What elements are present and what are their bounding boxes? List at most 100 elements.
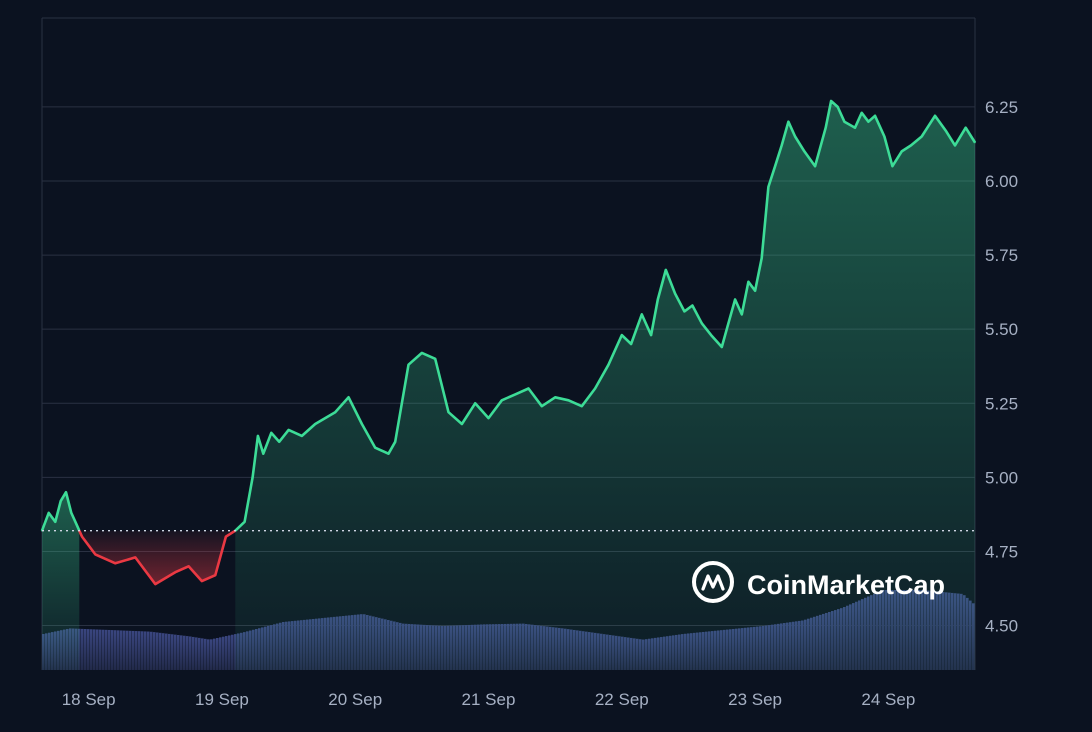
price-point [734,298,736,301]
y-tick-label: 5.00 [985,468,1018,487]
y-tick-label: 5.75 [985,246,1018,265]
volume-bar [198,637,201,670]
price-area-down [79,530,236,585]
x-axis-ticks: 18 Sep 19 Sep 20 Sep 21 Sep 22 Sep 23 Sep 24 S… [62,690,916,709]
price-point [760,257,763,259]
price-point [794,135,796,138]
y-tick-label: 5.50 [985,320,1018,339]
volume-bar [222,636,225,670]
volume-bar [87,629,90,670]
price-point [75,524,78,526]
volume-bar [84,629,87,670]
price-point [741,313,743,316]
price-point [964,126,967,129]
price-point [683,310,686,313]
volume-bar [108,629,111,670]
price-point [334,411,337,414]
price-point [541,405,543,408]
price-point [621,334,623,336]
price-point [487,417,490,419]
price-point [278,441,281,443]
price-point [514,393,516,396]
price-point [767,186,770,188]
price-point [830,100,832,102]
volume-bar [204,638,207,670]
price-point [974,141,976,144]
price-point [944,129,947,132]
price-area-up [42,492,80,670]
price-point [843,120,846,123]
volume-bar [162,633,165,670]
volume-bar [126,630,129,670]
price-point [727,322,730,325]
price-point [691,304,694,307]
price-point [641,313,643,316]
y-tick-label: 6.25 [985,98,1018,117]
price-point [867,120,870,123]
price-point [920,135,923,138]
price-point [650,334,652,336]
price-point [567,399,570,402]
volume-bar [123,630,126,670]
volume-bar [147,631,150,670]
volume-bar [195,637,198,670]
price-point [934,115,936,117]
price-point [836,106,839,108]
volume-bar [132,630,135,670]
price-area [42,101,976,670]
price-point [270,432,273,434]
price-point [257,435,259,437]
volume-bar [228,635,231,670]
volume-bar [96,629,99,670]
volume-bar [189,636,192,670]
y-axis-ticks: 4.50 4.75 5.00 5.25 5.50 5.75 6.00 6.25 [985,98,1018,636]
volume-bar [138,631,141,670]
price-point [81,535,83,538]
price-point [527,387,530,390]
volume-bar [120,630,123,670]
price-point [225,535,227,538]
price-point [774,165,776,167]
volume-bar [159,632,162,670]
price-point [780,144,783,147]
x-tick-label: 22 Sep [595,690,649,709]
price-point [747,281,750,283]
x-tick-label: 21 Sep [462,690,516,709]
price-point [447,411,450,414]
price-point [54,521,57,523]
volume-bar [171,634,174,670]
price-point [721,346,723,348]
price-point [387,452,390,455]
price-point [803,150,806,153]
price-point [407,363,410,366]
price-point [361,423,363,425]
price-line-up [40,490,81,532]
price-point [594,387,596,390]
price-point [347,396,350,399]
volume-bar [129,630,132,670]
price-line [40,99,977,586]
price-point [674,292,676,295]
y-tick-label: 4.75 [985,542,1018,561]
volume-bar [144,631,147,670]
volume-bar [201,638,204,670]
price-point [874,115,876,117]
volume-bar [225,636,228,670]
price-point [665,269,667,271]
volume-bar [135,631,138,670]
volume-bar [216,638,219,670]
volume-bar [105,629,108,670]
price-point [154,583,157,585]
price-point [754,289,756,292]
price-point [134,556,137,559]
price-point [243,521,246,523]
price-point [860,112,863,114]
price-point [824,126,827,129]
price-point [891,165,894,167]
price-point [701,322,703,325]
y-tick-label: 4.50 [985,617,1018,636]
price-point [65,491,67,494]
volume-bar [150,631,153,670]
